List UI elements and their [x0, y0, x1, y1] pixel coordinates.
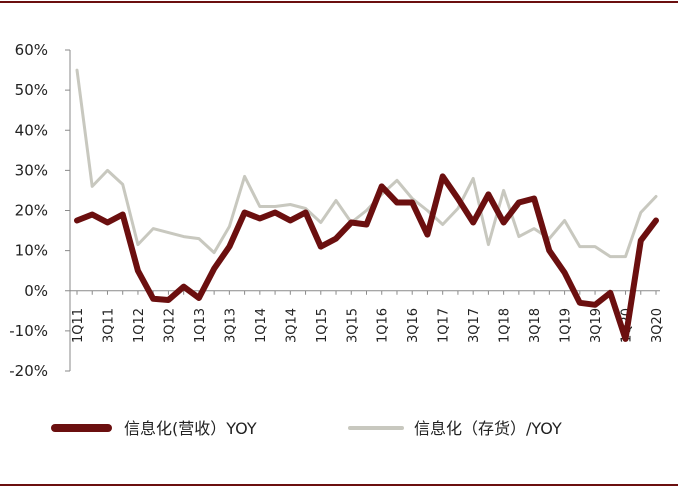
x-tick-label: 1Q18 — [498, 308, 513, 343]
y-tick-label: 50% — [15, 81, 48, 99]
x-tick-label: 3Q17 — [467, 308, 482, 343]
x-tick-label: 1Q14 — [254, 308, 269, 343]
x-tick-label: 1Q13 — [193, 308, 208, 343]
y-tick-label: -10% — [9, 322, 48, 340]
x-tick-label: 1Q12 — [132, 308, 147, 343]
top-rule — [0, 1, 678, 3]
x-tick-label: 1Q19 — [559, 308, 574, 343]
inventory-yoy-line — [75, 68, 658, 259]
y-tick-label: 20% — [15, 202, 48, 220]
y-tick-label: 10% — [15, 242, 48, 260]
x-tick-label: 3Q20 — [650, 308, 665, 343]
y-tick-label: 30% — [15, 161, 48, 179]
chart-axes: -20% -10% 0% 10% 20% 30% 40% 50% 60% 1Q11 3Q11 1Q12… — [9, 41, 665, 380]
y-tick-label: 60% — [15, 41, 48, 59]
x-tick-label: 1Q16 — [376, 308, 391, 343]
y-tick-label: 40% — [15, 121, 48, 139]
series-layer — [74, 68, 659, 342]
legend-inventory-label: 信息化（存货）/YOY — [414, 419, 562, 438]
x-tick-label: 3Q19 — [589, 308, 604, 343]
x-tick-label: 1Q15 — [315, 308, 330, 343]
revenue-yoy-line — [74, 173, 659, 342]
x-tick-label: 3Q18 — [528, 308, 543, 343]
chart-legend: 信息化(营收）YOY 信息化（存货）/YOY — [51, 419, 562, 438]
x-tick-label: 3Q16 — [406, 308, 421, 343]
x-tick-label: 3Q11 — [101, 308, 116, 343]
x-tick-label: 1Q17 — [437, 308, 452, 343]
x-tick-label: 1Q11 — [71, 308, 86, 343]
legend-revenue-label: 信息化(营收）YOY — [124, 419, 257, 438]
x-tick-label: 3Q12 — [162, 308, 177, 343]
x-tick-label: 3Q14 — [284, 308, 299, 343]
y-tick-label: 0% — [24, 282, 48, 300]
x-tick-label: 3Q15 — [345, 308, 360, 343]
y-tick-label: -20% — [9, 362, 48, 380]
bottom-rule — [0, 484, 678, 486]
x-tick-label: 3Q13 — [223, 308, 238, 343]
